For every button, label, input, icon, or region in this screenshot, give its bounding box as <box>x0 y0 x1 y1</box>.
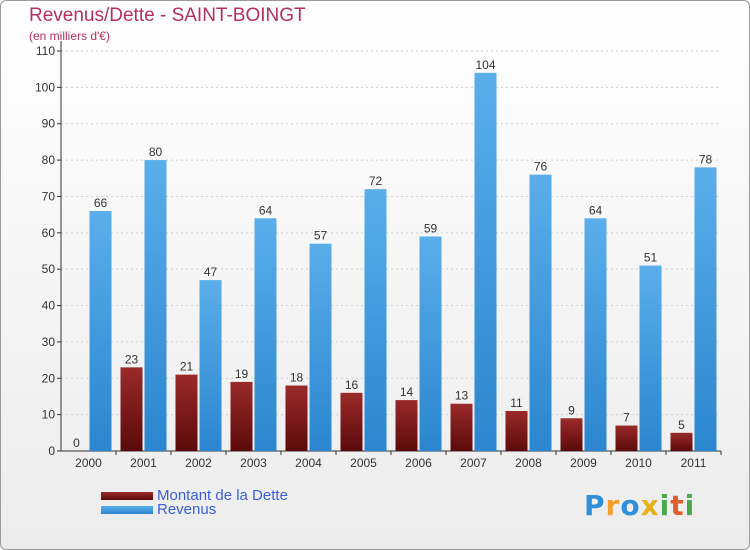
legend-swatch-debt <box>101 491 153 500</box>
data-label-revenue: 57 <box>314 229 328 243</box>
logo-letter: o <box>620 489 641 522</box>
data-label-debt: 21 <box>180 360 194 374</box>
chart-subtitle: (en milliers d'€) <box>29 29 110 43</box>
bar-revenue <box>364 189 387 451</box>
y-tick-label: 100 <box>35 80 55 94</box>
data-label-revenue: 66 <box>94 196 108 210</box>
data-label-revenue: 47 <box>204 265 218 279</box>
bar-debt <box>615 425 638 451</box>
data-label-debt: 18 <box>290 371 304 385</box>
x-tick-label: 2005 <box>350 456 377 470</box>
bar-revenue <box>474 72 497 452</box>
data-label-revenue: 80 <box>149 145 163 159</box>
data-label-debt: 9 <box>568 403 575 417</box>
data-label-debt: 16 <box>345 378 359 392</box>
y-tick-label: 10 <box>42 408 56 422</box>
legend-swatch-revenue <box>101 505 153 514</box>
data-label-debt: 14 <box>400 385 414 399</box>
data-label-debt: 0 <box>73 436 80 450</box>
bar-debt <box>670 432 693 451</box>
data-label-revenue: 72 <box>369 174 383 188</box>
bar-debt <box>340 392 363 451</box>
x-tick-label: 2001 <box>130 456 157 470</box>
y-tick-label: 70 <box>42 189 56 203</box>
data-label-debt: 23 <box>125 352 139 366</box>
bar-revenue <box>529 174 552 452</box>
bar-debt <box>450 403 473 451</box>
x-tick-label: 2004 <box>295 456 322 470</box>
y-tick-label: 0 <box>48 444 55 458</box>
bar-debt <box>230 381 253 451</box>
legend-label-revenue: Revenus <box>157 501 217 518</box>
logo-letter: x <box>640 489 660 522</box>
logo-letter: i <box>684 489 696 522</box>
bar-revenue <box>419 236 442 451</box>
bar-revenue <box>144 160 167 451</box>
bar-revenue <box>254 218 277 451</box>
x-tick-label: 2000 <box>75 456 102 470</box>
data-label-revenue: 64 <box>259 203 273 217</box>
bar-debt <box>120 367 143 451</box>
x-tick-label: 2007 <box>460 456 487 470</box>
bar-revenue <box>199 280 222 451</box>
logo-letter: t <box>670 489 685 522</box>
y-tick-label: 60 <box>42 226 56 240</box>
logo-letter: P <box>584 489 606 522</box>
bar-revenue <box>584 218 607 451</box>
bar-revenue <box>694 167 717 451</box>
y-tick-label: 20 <box>42 371 56 385</box>
x-tick-label: 2010 <box>625 456 652 470</box>
data-label-debt: 13 <box>455 389 469 403</box>
x-tick-label: 2003 <box>240 456 267 470</box>
legend-item-revenue: Revenus <box>101 501 216 518</box>
y-tick-label: 110 <box>36 44 55 58</box>
y-tick-label: 40 <box>42 299 56 313</box>
x-tick-label: 2011 <box>681 456 707 470</box>
y-tick-label: 80 <box>42 153 56 167</box>
x-tick-label: 2008 <box>515 456 542 470</box>
data-label-revenue: 76 <box>534 160 548 174</box>
bar-revenue <box>309 243 332 451</box>
data-label-revenue: 78 <box>699 152 713 166</box>
y-tick-label: 50 <box>42 262 56 276</box>
data-label-debt: 19 <box>235 367 249 381</box>
data-label-debt: 11 <box>510 396 523 410</box>
data-label-revenue: 51 <box>644 251 658 265</box>
data-label-debt: 5 <box>678 418 685 432</box>
y-tick-label: 30 <box>42 335 56 349</box>
x-tick-label: 2002 <box>185 456 212 470</box>
data-label-debt: 7 <box>623 411 630 425</box>
legend-item-debt: Montant de la Dette <box>101 487 288 504</box>
data-label-revenue: 64 <box>589 203 603 217</box>
logo-letter: r <box>605 489 621 522</box>
x-tick-label: 2006 <box>405 456 432 470</box>
bar-revenue <box>89 211 112 451</box>
bar-debt <box>285 385 308 451</box>
data-label-revenue: 104 <box>475 58 495 72</box>
bar-debt <box>395 400 418 451</box>
data-label-revenue: 59 <box>424 221 438 235</box>
bar-debt <box>175 374 198 451</box>
logo-letter: i <box>659 489 671 522</box>
chart-title: Revenus/Dette - SAINT-BOINGT <box>29 5 306 26</box>
legend-label-debt: Montant de la Dette <box>157 487 288 504</box>
bar-debt <box>560 418 583 451</box>
y-tick-label: 90 <box>42 117 56 131</box>
x-tick-label: 2009 <box>570 456 597 470</box>
proxiti-logo: Proxiti <box>584 489 695 522</box>
bar-debt <box>505 411 528 451</box>
bar-revenue <box>639 265 662 451</box>
